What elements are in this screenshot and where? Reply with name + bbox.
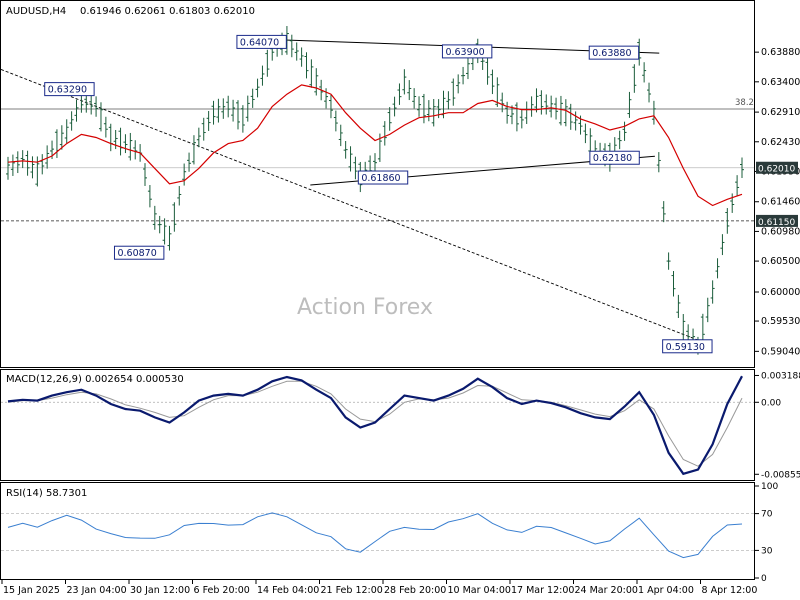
price-annotation-label: 0.64070 — [240, 37, 279, 48]
symbol-label: AUDUSD,H4 — [6, 6, 66, 17]
current-price-label: 0.62010 — [758, 165, 795, 175]
macd-main-line — [7, 375, 743, 476]
price-annotation-box — [236, 34, 287, 49]
descending-trendline — [0, 69, 713, 347]
price-tick-label: 0.59530 — [761, 316, 800, 327]
price-tick-label: 0.62430 — [761, 137, 800, 148]
price-tick-label: 0.61460 — [761, 197, 800, 208]
ohlc-label: 0.61946 0.62061 0.61803 0.62010 — [80, 6, 255, 17]
x-tick-label: 10 Mar 04:00 — [448, 585, 511, 596]
price-annotation-label: 0.60870 — [117, 248, 156, 259]
price-annotation-box — [588, 45, 640, 60]
x-tick-label: 14 Feb 04:00 — [257, 585, 319, 596]
rsi-panel-frame — [0, 482, 755, 580]
x-tick-label: 23 Jan 04:00 — [67, 585, 127, 596]
level-price-label: 0.61150 — [758, 218, 795, 228]
price-tick-label: 0.62910 — [761, 107, 800, 118]
price-annotation-box — [441, 44, 493, 59]
watermark: Action Forex — [297, 295, 433, 320]
x-tick-label: 28 Feb 20:00 — [384, 585, 446, 596]
macd-tick-label: 0.00 — [761, 398, 781, 408]
price-annotation-box — [589, 150, 640, 165]
rsi-tick-label: 100 — [761, 482, 778, 492]
price-annotation-label: 0.62180 — [593, 153, 632, 164]
price-tick-label: 0.60980 — [761, 226, 800, 237]
price-annotation-box — [113, 245, 165, 260]
price-annotation-label: 0.63290 — [48, 85, 87, 96]
price-annotation-label: 0.63900 — [445, 47, 484, 58]
price-annotation-label: 0.63880 — [592, 48, 631, 59]
x-tick-label: 30 Jan 12:00 — [130, 585, 190, 596]
rsi-label: RSI(14) 58.7301 — [6, 488, 87, 499]
x-tick-label: 24 Mar 20:00 — [575, 585, 638, 596]
price-tick-label: 0.63880 — [761, 47, 800, 58]
current-price-box — [756, 161, 798, 174]
price-tick-label: 0.63400 — [761, 77, 800, 88]
x-tick-label: 21 Feb 12:00 — [321, 585, 383, 596]
x-tick-label: 8 Apr 12:00 — [702, 585, 758, 596]
main-panel-frame — [0, 0, 755, 368]
price-tick-label: 0.60500 — [761, 256, 800, 267]
price-annotation-label: 0.61860 — [361, 173, 400, 184]
price-annotation-label: 0.59130 — [666, 342, 705, 353]
price-tick-label: 0.60000 — [761, 287, 800, 298]
fib-level-label: 38.2 — [735, 98, 754, 108]
x-tick-label: 6 Feb 20:00 — [194, 585, 250, 596]
price-tick-label: 0.59040 — [761, 346, 800, 357]
price-annotation-box — [357, 170, 409, 185]
macd-tick-label: -0.008558 — [761, 470, 800, 480]
rsi-line — [7, 512, 743, 559]
x-tick-label: 17 Mar 12:00 — [511, 585, 574, 596]
price-annotation-box — [662, 339, 713, 354]
price-annotation-box — [44, 82, 95, 97]
macd-panel-frame — [0, 369, 755, 481]
x-tick-label: 1 Apr 04:00 — [638, 585, 694, 596]
rsi-tick-label: 30 — [761, 546, 773, 556]
x-tick-label: 15 Jan 2025 — [3, 585, 60, 596]
moving-average-line — [7, 84, 743, 207]
rsi-tick-label: 70 — [761, 510, 773, 520]
macd-label: MACD(12,26,9) 0.002654 0.000530 — [6, 374, 184, 385]
rsi-tick-label: 0 — [761, 574, 767, 584]
level-price-box — [756, 214, 798, 227]
macd-tick-label: 0.003188 — [761, 371, 800, 381]
